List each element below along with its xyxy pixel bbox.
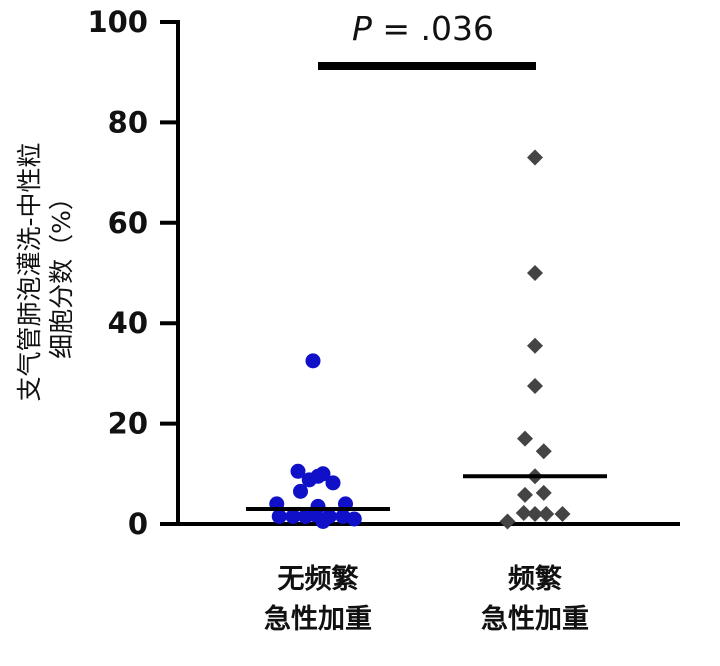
data-point-circle	[301, 472, 317, 488]
y-tick-label: 100	[87, 5, 148, 39]
data-point-circle	[315, 513, 331, 529]
p-value-label: P = .036	[352, 9, 494, 48]
y-tick-label: 80	[108, 105, 148, 139]
data-point-diamond	[538, 505, 555, 522]
y-axis-title-line-2: 细胞分数（%）	[47, 185, 76, 359]
p-italic: P	[352, 9, 372, 48]
data-point-diamond	[535, 484, 552, 501]
data-point-diamond	[554, 505, 571, 522]
data-point-diamond	[517, 486, 533, 503]
y-tick-label: 60	[108, 206, 148, 240]
data-point-diamond	[527, 505, 543, 522]
data-point-diamond	[527, 265, 543, 281]
data-point-diamond	[535, 443, 552, 460]
y-ticks: 0 20 40 60 80 100	[87, 5, 178, 541]
data-point-circle	[290, 463, 306, 479]
data-point-circle	[335, 508, 351, 524]
category-label-group1-line1: 无频繁	[278, 564, 360, 595]
data-point-circle	[285, 508, 301, 524]
data-point-circle	[325, 475, 341, 491]
data-point-circle	[293, 483, 308, 499]
significance-annotation: P = .036	[318, 9, 536, 70]
category-label-group1-line2: 急性加重	[264, 603, 372, 635]
data-markers	[269, 149, 571, 530]
data-point-diamond	[527, 149, 543, 166]
y-tick-label: 0	[128, 507, 148, 541]
y-tick-label: 40	[108, 306, 148, 340]
data-point-diamond	[517, 430, 533, 447]
data-point-diamond	[527, 337, 543, 354]
data-point-diamond	[527, 377, 543, 394]
data-point-diamond	[515, 504, 532, 521]
y-tick-label: 20	[108, 407, 148, 441]
y-axis-title-line-1: 支气管肺泡灌洗-中性粒	[15, 142, 44, 401]
y-axis-title: 支气管肺泡灌洗-中性粒 细胞分数（%）	[15, 142, 76, 401]
data-point-circle	[305, 353, 321, 369]
category-label-group2-line1: 频繁	[508, 564, 563, 595]
median-lines	[246, 474, 607, 511]
category-label-group2-line2: 急性加重	[481, 603, 589, 635]
data-point-circle	[271, 508, 287, 524]
x-category-labels: 无频繁 急性加重 频繁 急性加重	[264, 564, 589, 635]
data-point-diamond	[499, 513, 516, 530]
data-point-circle	[346, 511, 362, 527]
p-value-text: = .036	[372, 9, 494, 48]
